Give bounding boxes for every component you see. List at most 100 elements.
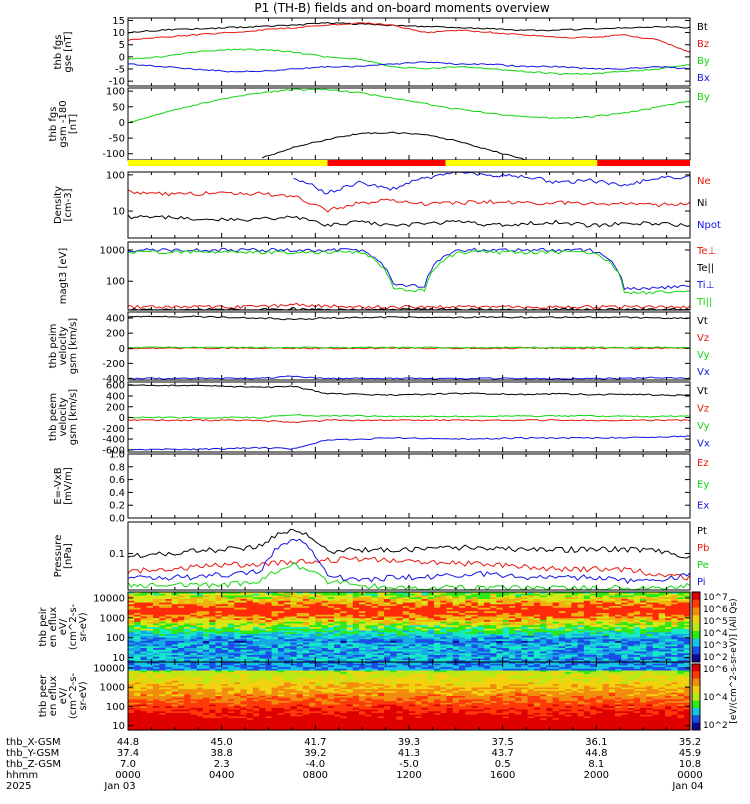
y-tick-label: 0.8 [109,462,125,473]
series-line-Vz [128,420,690,423]
series-line-Pb [128,557,690,580]
panel-frame [128,454,690,518]
legend-entry: Pe [697,560,709,571]
legend-entry: Ey [697,479,709,490]
y-axis-label: magt3 [eV] [58,248,69,305]
series-line-Ne [128,190,690,212]
legend-entry: By [697,56,710,67]
y-tick-label: 0.0 [109,514,125,525]
legend-entry: Ez [697,458,709,469]
series-line-Ti⊥ [128,248,690,289]
y-axis-label: sr-eV) [78,612,89,641]
y-tick-label: 0.2 [109,501,125,512]
series-line-Bz [128,23,690,53]
legend-entry: Te|| [696,263,714,274]
y-tick-label: 10 [112,207,125,218]
y-tick-label: 5 [119,40,125,51]
legend-entry: Vz [697,404,709,415]
y-tick-label: 200 [106,402,125,413]
y-axis-label: [nPa] [63,543,74,569]
series-line-Bt [128,23,690,34]
y-axis-label: [cm-3] [63,188,74,221]
legend-entry: Ni [697,198,707,209]
y-tick-label: -200 [102,359,125,370]
legend-entry: Vt [697,316,708,327]
legend-entry: Pb [697,543,709,554]
series-line-Pi [128,539,690,583]
y-tick-label: -200 [102,424,125,435]
y-tick-label: 400 [106,392,125,403]
y-tick-label: 10 [112,28,125,39]
y-tick-label: 0 [119,52,125,63]
y-tick-label: 1000 [100,245,125,256]
y-tick-label: 0 [119,413,125,424]
legend-entry: Vx [697,367,710,378]
y-tick-label: 10000 [93,593,125,604]
y-tick-label: 0 [119,344,125,355]
y-axis-label: [mV/m] [63,467,74,505]
mode-bar-segment [597,160,690,166]
y-tick-label: 400 [106,314,125,325]
panel-2 [128,160,690,166]
y-tick-label: 100 [106,87,125,98]
y-tick-label: 600 [106,381,125,392]
legend-entry: Ex [697,501,709,512]
y-tick-label: -100 [102,149,125,160]
y-tick-label: 1000 [100,613,125,624]
mode-bar-segment [446,160,598,166]
panel-frame [128,88,690,160]
y-tick-label: -5 [115,65,125,76]
legend-entry: By [697,92,710,103]
legend-entry: Npot [697,220,721,231]
legend-entry: Pi [697,577,706,588]
y-axis-label: gsm [km/s] [68,318,79,374]
y-tick-label: 0.6 [109,475,125,486]
plot-title: P1 (TH-B) fields and on-board moments ov… [254,1,550,15]
series-line-By [128,49,690,74]
mode-bar-segment [128,160,328,166]
series-line-Bt-180 [262,132,524,160]
legend-entry: Ti|| [696,297,712,308]
panel-frame [128,312,690,380]
legend-entry: Vz [697,333,709,344]
legend-entry: Vt [697,386,708,397]
y-tick-label: 0 [119,118,125,129]
y-tick-label: 50 [112,102,125,113]
y-tick-label: 100 [106,170,125,181]
series-line-Pt [128,529,690,558]
legend-entry: Ti⊥ [696,280,714,291]
y-tick-label: -400 [102,435,125,446]
mode-bar-segment [328,160,446,166]
series-line-Ni [128,215,690,227]
legend-entry: Bx [697,73,710,84]
legend-entry: Te⊥ [696,246,716,257]
y-axis-label: gsm [km/s] [68,389,79,445]
y-tick-label: 100 [106,277,125,288]
y-axis-label: gse [nT] [63,31,74,72]
y-tick-label: 0.4 [109,488,125,499]
legend-entry: Pt [697,526,707,537]
series-line-Npot [294,172,691,194]
legend-entry: Ne [697,176,711,187]
y-axis-label: [nT] [68,114,79,134]
y-tick-label: 200 [106,329,125,340]
series-line-Vy [128,415,690,419]
y-tick-label: -50 [109,134,125,145]
y-tick-label: 0.1 [109,549,125,560]
legend-entry: Vy [697,350,710,361]
legend-entry: Bt [697,22,708,33]
y-tick-label: 1.0 [109,450,125,461]
series-line-By [128,89,690,123]
panel-4: 1000 100 magt3 [eV] Te⊥ Te|| Ti⊥ Ti|| [58,242,716,310]
y-tick-label: 15 [112,16,125,27]
